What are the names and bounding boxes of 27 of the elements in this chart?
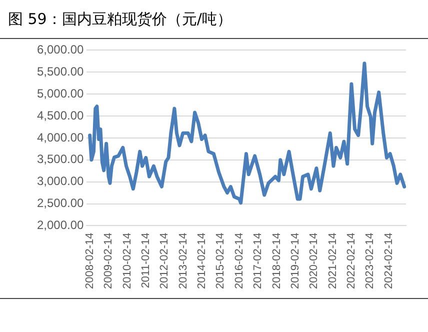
- y-tick-label: 4,500.00: [36, 108, 84, 122]
- x-tick-label: 2009-02-14: [102, 232, 115, 290]
- x-tick-label: 2017-02-14: [252, 232, 264, 290]
- x-tick-label: 2021-02-14: [326, 232, 339, 290]
- y-tick-label: 2,500.00: [36, 196, 84, 210]
- x-tick-label: 2008-02-14: [84, 232, 96, 290]
- y-tick-label: 5,500.00: [36, 64, 84, 78]
- x-tick-label: 2023-02-14: [364, 232, 376, 290]
- x-tick-label: 2022-02-14: [345, 232, 358, 290]
- y-tick-label: 6,000.00: [36, 42, 84, 57]
- x-tick-label: 2019-02-14: [289, 232, 302, 290]
- y-tick-label: 2,000.00: [36, 218, 84, 232]
- chart-title: 图 59：国内豆粕现货价（元/吨）: [8, 10, 232, 29]
- x-tick-label: 2010-02-14: [121, 232, 134, 290]
- y-tick-label: 3,500.00: [36, 152, 84, 166]
- x-tick-label: 2016-02-14: [233, 232, 246, 290]
- x-tick-label: 2014-02-14: [196, 232, 208, 290]
- x-tick-label: 2020-02-14: [308, 232, 320, 290]
- y-tick-label: 3,000.00: [36, 174, 84, 188]
- y-tick-label: 4,000.00: [36, 130, 84, 144]
- x-tick-label: 2013-02-14: [177, 232, 190, 290]
- x-tick-label: 2024-02-14: [382, 232, 395, 290]
- x-tick-label: 2011-02-14: [140, 232, 152, 288]
- x-tick-label: 2012-02-14: [158, 232, 171, 290]
- x-tick-label: 2018-02-14: [270, 232, 283, 290]
- y-tick-label: 5,000.00: [36, 86, 84, 100]
- x-tick-label: 2015-02-14: [214, 232, 227, 290]
